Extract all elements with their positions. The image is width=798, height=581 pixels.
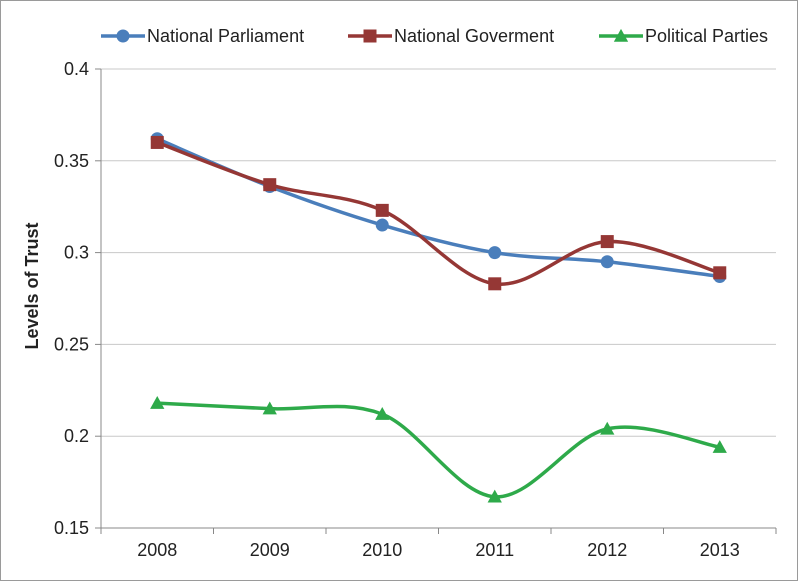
series-line [157,401,721,499]
legend-marker [363,29,377,43]
legend-marker [613,28,629,42]
data-point [600,235,614,249]
data-point [488,246,502,260]
y-tick-label: 0.2 [64,426,89,446]
x-tick-label: 2012 [587,540,627,560]
y-tick-labels: 0.15 0.2 0.25 0.3 0.35 0.4 [54,59,89,538]
y-axis-label: Levels of Trust [22,222,42,349]
data-point [150,396,165,409]
y-tick-label: 0.3 [64,243,89,263]
series-national-parliament [150,132,727,283]
legend-marker [116,29,130,43]
x-tick-label: 2011 [475,540,514,560]
y-tick-label: 0.4 [64,59,89,79]
data-point [263,178,277,192]
y-tick-label: 0.35 [54,151,89,171]
data-point [375,218,389,232]
x-tick-labels: 2008 2009 2010 2011 2012 2013 [137,540,740,560]
y-tick-label: 0.15 [54,518,89,538]
legend: National Parliament National Goverment Pol… [101,26,768,46]
axes [95,68,777,534]
legend-item: National Parliament [101,26,304,46]
data-point [600,421,615,435]
x-tick-label: 2013 [700,540,740,560]
series-national-goverment [150,135,727,291]
x-tick-label: 2010 [362,540,402,560]
legend-label: National Parliament [147,26,304,46]
legend-item: National Goverment [348,26,554,46]
data-point [487,489,502,503]
data-point [375,203,389,217]
x-tick-label: 2008 [137,540,177,560]
data-point [375,407,390,420]
data-point [713,266,727,280]
legend-item: Political Parties [599,26,768,46]
series-line [156,140,721,286]
y-tick-label: 0.25 [54,334,89,354]
data-point [712,440,727,453]
x-tick-label: 2009 [250,540,290,560]
data-point [600,255,614,269]
legend-label: National Goverment [394,26,554,46]
series-line [156,137,720,279]
legend-label: Political Parties [645,26,768,46]
data-point [150,135,164,149]
data-point [488,277,502,291]
data-point [262,401,277,415]
series-group [150,132,727,503]
series-political-parties [150,396,727,503]
